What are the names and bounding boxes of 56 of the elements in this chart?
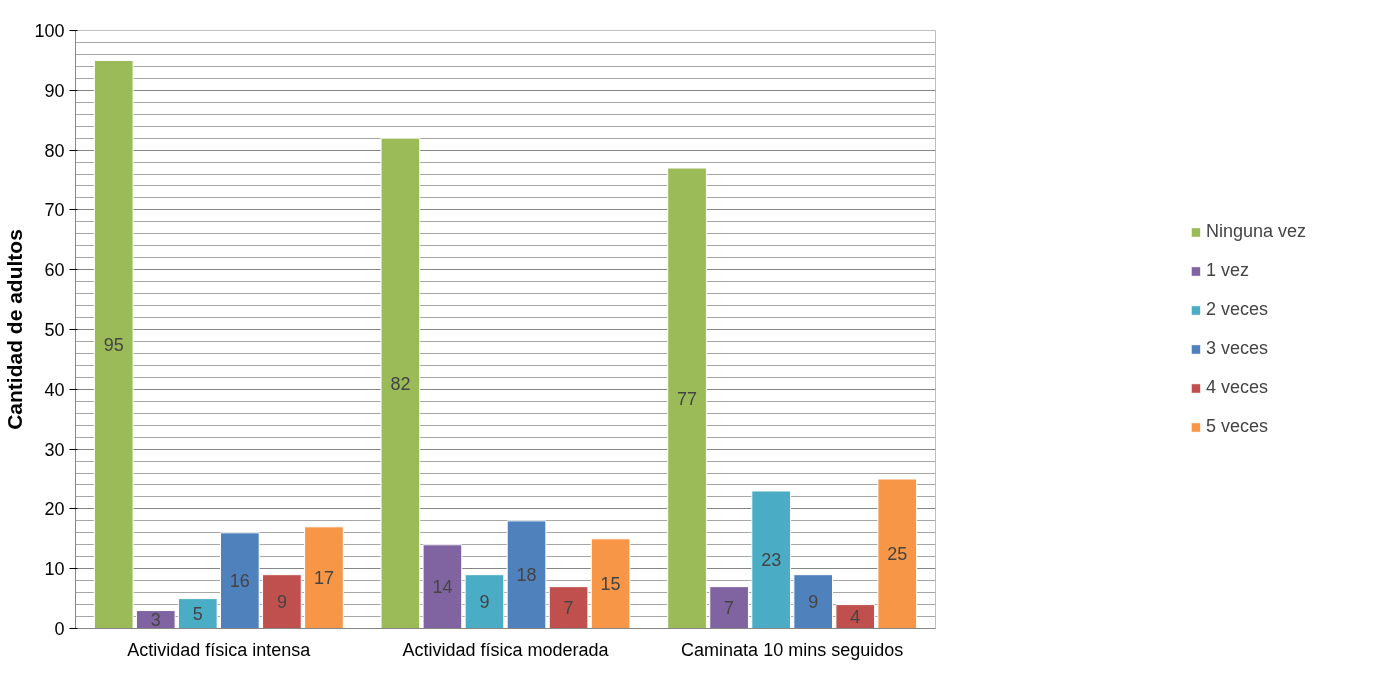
data-label: 77 (677, 388, 698, 409)
y-tick-label: 20 (44, 499, 65, 520)
legend-label: 3 veces (1205, 338, 1269, 359)
bar (793, 574, 834, 629)
legend-label: 2 veces (1205, 299, 1269, 320)
data-label: 82 (390, 373, 411, 394)
bar (877, 478, 918, 629)
bar (304, 526, 344, 629)
bar (506, 520, 547, 629)
data-label: 9 (808, 592, 819, 613)
legend-label: 1 vez (1205, 260, 1249, 281)
y-axis-title: Cantidad de adultos (3, 229, 27, 430)
bar (835, 604, 876, 629)
legend-label: Ninguna vez (1205, 221, 1307, 242)
y-tick-label: 70 (44, 200, 65, 221)
bar (709, 586, 749, 629)
data-label: 5 (192, 604, 203, 625)
data-label: 7 (563, 598, 574, 619)
data-label: 17 (313, 568, 334, 589)
bar (464, 574, 505, 629)
y-tick-label: 100 (34, 21, 65, 41)
x-tick-label: Caminata 10 mins seguidos (681, 639, 904, 660)
y-tick-label: 30 (44, 439, 65, 460)
y-tick-label: 0 (54, 619, 65, 639)
data-label: 14 (432, 577, 453, 598)
data-label: 15 (600, 574, 621, 595)
bar (590, 538, 631, 629)
data-label: 4 (850, 607, 861, 628)
data-label: 25 (887, 544, 908, 565)
y-tick-label: 80 (44, 140, 65, 161)
data-label: 23 (761, 550, 782, 571)
bar (548, 586, 589, 629)
data-label: 9 (276, 592, 287, 613)
bar (93, 59, 134, 629)
y-tick-label: 10 (44, 559, 65, 580)
y-tick-label: 40 (44, 379, 65, 400)
x-tick-label: Actividad física moderada (402, 639, 610, 660)
x-tick-label: Actividad física intensa (127, 639, 312, 660)
data-label: 3 (150, 610, 161, 631)
data-label: 9 (479, 592, 490, 613)
y-tick-label: 90 (44, 80, 65, 101)
data-label: 95 (103, 334, 124, 355)
bar (751, 490, 791, 629)
bar (667, 167, 707, 629)
bar (380, 137, 421, 629)
y-tick-label: 50 (44, 320, 65, 340)
y-tick-label: 60 (44, 260, 65, 281)
data-label: 7 (724, 598, 735, 619)
data-label: 18 (516, 565, 537, 586)
bar (177, 598, 218, 629)
bar (262, 574, 302, 629)
data-label: 16 (229, 571, 250, 592)
bar (220, 532, 260, 629)
legend-label: 4 veces (1205, 377, 1269, 398)
bar (422, 544, 463, 629)
legend-label: 5 veces (1205, 416, 1269, 437)
